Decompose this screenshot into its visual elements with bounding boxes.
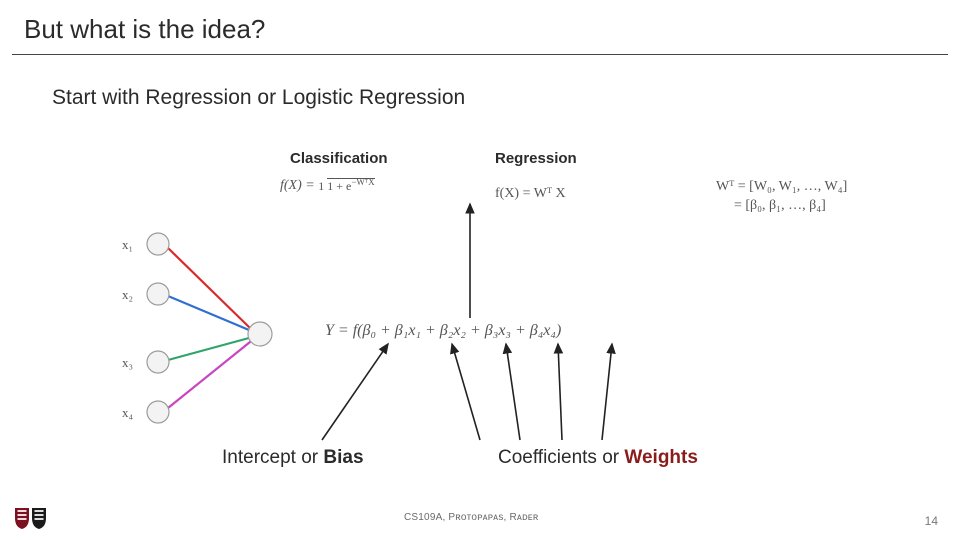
annotation-intercept: Intercept or Bias bbox=[222, 447, 364, 469]
page-number: 14 bbox=[925, 514, 938, 528]
network-diagram bbox=[0, 0, 960, 540]
annotation-intercept-bold: Bias bbox=[323, 447, 363, 468]
colored-edges bbox=[168, 248, 250, 408]
annotation-coeffs-bold: Weights bbox=[624, 447, 698, 468]
footer-credits: CS109A, Pʀᴏᴛᴏᴘᴀᴘᴀs, Rᴀᴅᴇʀ bbox=[404, 512, 539, 523]
black-arrows bbox=[322, 204, 612, 440]
annotation-coeffs: Coefficients or Weights bbox=[498, 447, 698, 469]
annotation-intercept-pre: Intercept or bbox=[222, 447, 323, 468]
nodes bbox=[147, 233, 272, 423]
annotation-coeffs-pre: Coefficients or bbox=[498, 447, 624, 468]
logo-shields-icon bbox=[14, 506, 48, 530]
